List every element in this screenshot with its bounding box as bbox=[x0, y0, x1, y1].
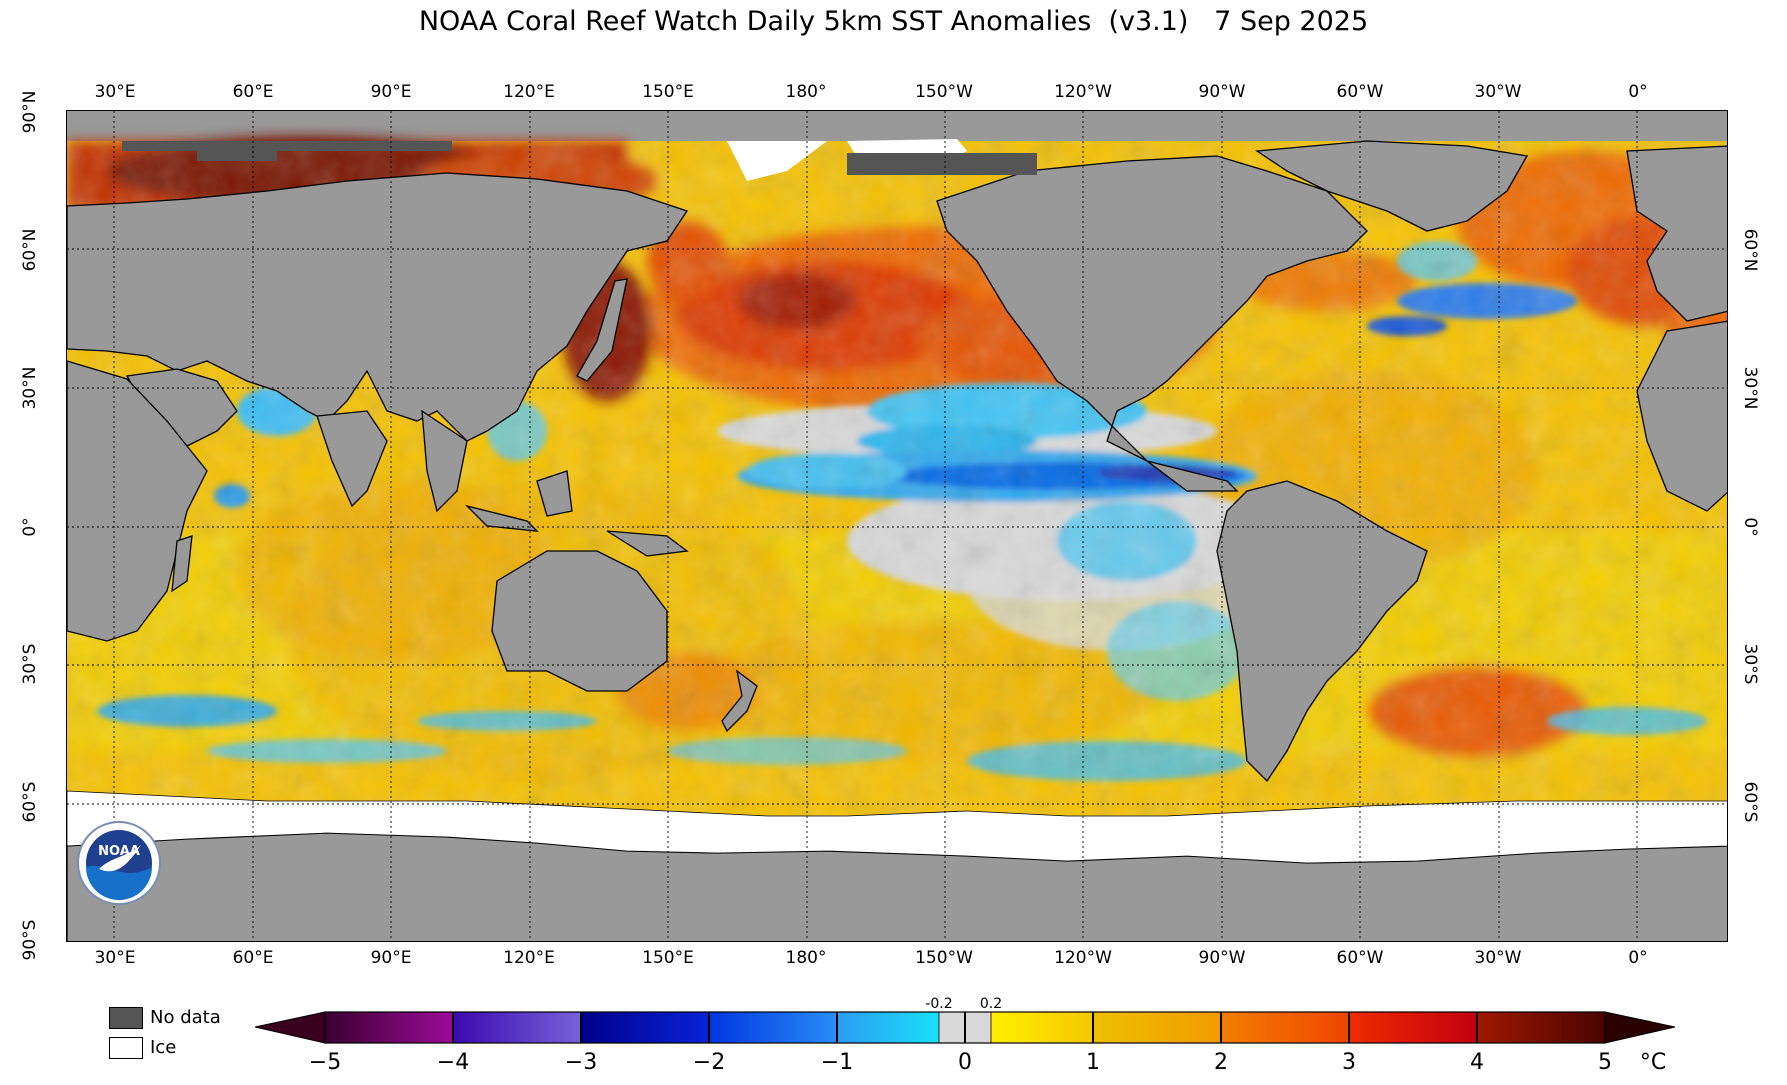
lat-label: 0° bbox=[1740, 517, 1760, 537]
lon-label: 90°E bbox=[370, 82, 412, 102]
colorbar-tick: 4 bbox=[1470, 1050, 1484, 1075]
lat-label: 30°S bbox=[1740, 643, 1760, 685]
lat-label: 90°N bbox=[20, 90, 40, 134]
lon-label: 120°W bbox=[1054, 82, 1112, 102]
lon-label: 120°E bbox=[503, 82, 555, 102]
map-svg: NOAA bbox=[67, 111, 1727, 941]
ice-swatch bbox=[109, 1037, 143, 1059]
colorbar-small-tick: 0.2 bbox=[979, 996, 1003, 1012]
lon-label: 90°E bbox=[370, 948, 412, 968]
colorbar-tick: −5 bbox=[308, 1050, 342, 1075]
colorbar-tick: 3 bbox=[1342, 1050, 1356, 1075]
colorbar-small-tick: -0.2 bbox=[925, 996, 953, 1012]
lon-label: 60°E bbox=[232, 948, 274, 968]
lat-label: 60°S bbox=[20, 781, 40, 823]
lon-label: 0° bbox=[1628, 82, 1648, 102]
lat-label: 60°N bbox=[1740, 228, 1760, 272]
logo-text: NOAA bbox=[98, 844, 140, 859]
colorbar-tick: −2 bbox=[692, 1050, 726, 1075]
lon-label: 60°W bbox=[1336, 948, 1384, 968]
map-title: NOAA Coral Reef Watch Daily 5km SST Anom… bbox=[418, 6, 1369, 37]
colorbar-tick: 1 bbox=[1086, 1050, 1100, 1075]
lon-label: 120°W bbox=[1054, 948, 1112, 968]
colorbar-tick: −4 bbox=[436, 1050, 470, 1075]
lat-label: 30°N bbox=[1740, 366, 1760, 410]
lon-label: 150°E bbox=[642, 82, 694, 102]
lon-label: 180° bbox=[785, 948, 827, 968]
graticule bbox=[67, 111, 1727, 941]
lon-label: 150°E bbox=[642, 948, 694, 968]
lat-label: 30°N bbox=[20, 366, 40, 410]
colorbar-tick: −1 bbox=[820, 1050, 854, 1075]
lon-label: 150°W bbox=[915, 948, 973, 968]
colorbar-low-arrow bbox=[255, 1011, 326, 1044]
lon-label: 120°E bbox=[503, 948, 555, 968]
colorbar-tick: −3 bbox=[564, 1050, 598, 1075]
lon-label: 150°W bbox=[915, 82, 973, 102]
lon-label: 0° bbox=[1628, 948, 1648, 968]
lat-label: 0° bbox=[20, 517, 40, 537]
lat-label: 60°S bbox=[1740, 781, 1760, 823]
lon-label: 90°W bbox=[1198, 948, 1246, 968]
lon-label: 60°W bbox=[1336, 82, 1384, 102]
colorbar-tick: 2 bbox=[1214, 1050, 1228, 1075]
no-data-regions bbox=[122, 141, 1037, 175]
no-data-swatch bbox=[109, 1007, 143, 1029]
lat-label: 90°S bbox=[20, 919, 40, 961]
sst-anomaly-map: NOAA bbox=[66, 110, 1728, 942]
colorbar bbox=[255, 1011, 1675, 1044]
colorbar-unit: °C bbox=[1639, 1050, 1667, 1075]
lon-label: 30°W bbox=[1474, 82, 1522, 102]
ice-label: Ice bbox=[150, 1037, 177, 1058]
land bbox=[67, 140, 1727, 941]
colorbar-tick: 0 bbox=[958, 1050, 972, 1075]
lon-label: 30°E bbox=[94, 948, 136, 968]
lon-label: 30°E bbox=[94, 82, 136, 102]
lon-label: 180° bbox=[785, 82, 827, 102]
lon-label: 30°W bbox=[1474, 948, 1522, 968]
lat-label: 30°S bbox=[20, 643, 40, 685]
lat-label: 60°N bbox=[20, 228, 40, 272]
lon-label: 90°W bbox=[1198, 82, 1246, 102]
colorbar-tick: 5 bbox=[1598, 1050, 1612, 1075]
no-data-label: No data bbox=[150, 1007, 221, 1028]
colorbar-high-arrow bbox=[1604, 1011, 1675, 1044]
lon-label: 60°E bbox=[232, 82, 274, 102]
noaa-logo: NOAA bbox=[77, 821, 161, 905]
